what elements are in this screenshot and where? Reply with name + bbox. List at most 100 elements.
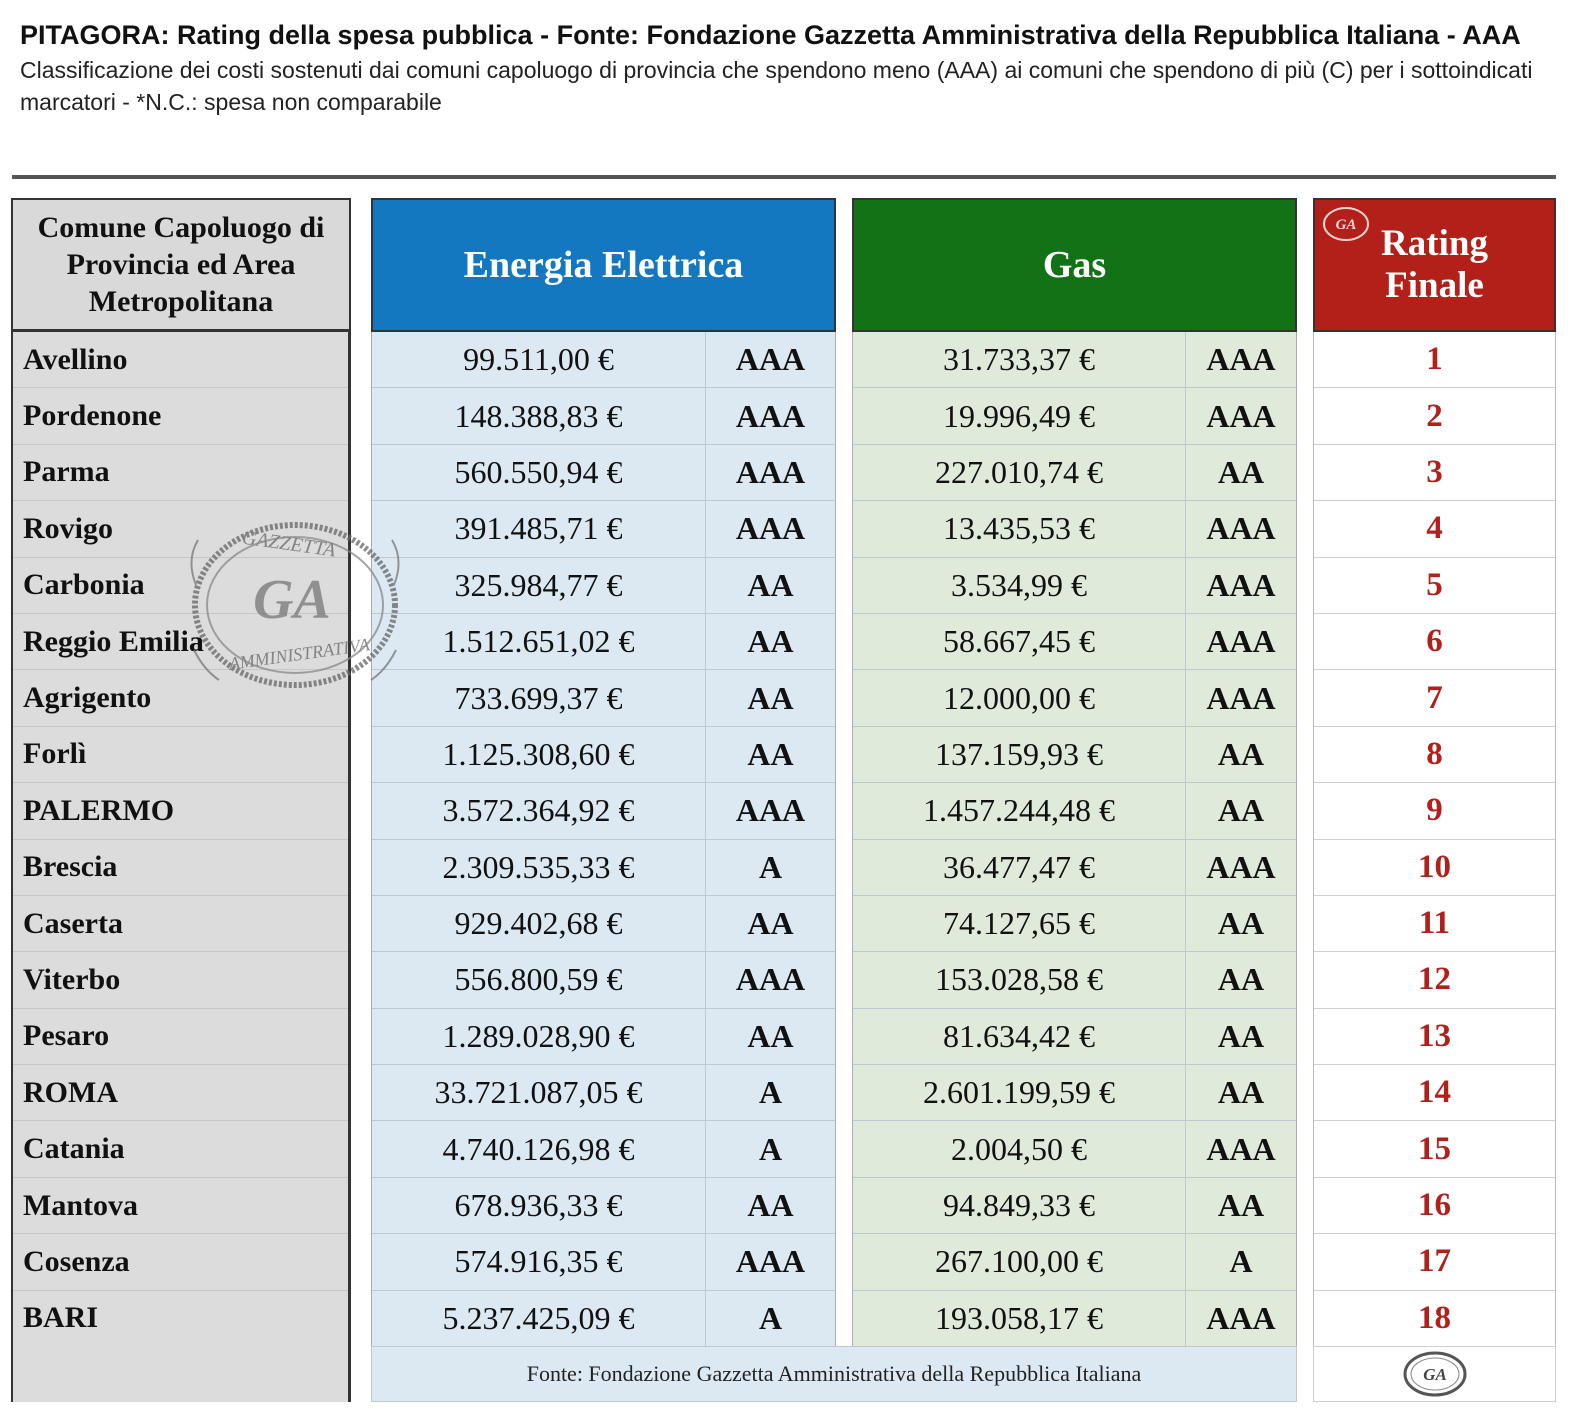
rating-column-body: 1 2 3 4 5 6 7 8 9 10 11 12 13 14 15 16 17 18	[1313, 332, 1556, 1348]
gas-amount-cell: 1.457.244,48 €	[853, 783, 1186, 839]
gas-amount-cell: 58.667,45 €	[853, 613, 1186, 670]
energia-row: 33.721.087,05 € A	[372, 1065, 835, 1122]
gas-amount-cell: 2.004,50 €	[853, 1121, 1186, 1177]
energia-amount-cell: 2.309.535,33 €	[372, 839, 706, 895]
gas-row: 58.667,45 € AAA	[853, 613, 1296, 671]
gas-rating-cell: AA	[1217, 961, 1265, 998]
gas-rating-cell: AAA	[1206, 510, 1276, 547]
gas-row: 12.000,00 € AAA	[853, 670, 1296, 727]
energia-rating-cell: A	[758, 1299, 783, 1336]
gas-row: 31.733,37 € AAA	[853, 332, 1296, 389]
gas-rating-cell: AAA	[1206, 566, 1276, 603]
energia-rating-cell: AA	[747, 623, 794, 660]
gas-amount-cell: 94.849,33 €	[853, 1177, 1186, 1234]
gas-row: 137.159,93 € AA	[853, 726, 1296, 784]
energia-rating-cell: AAA	[735, 792, 806, 829]
energia-row: 3.572.364,92 € AAA	[372, 783, 835, 840]
footer-logo-cell: GA	[1313, 1346, 1556, 1402]
energia-row: 2.309.535,33 € A	[372, 839, 835, 896]
gas-amount-cell: 31.733,37 €	[853, 332, 1186, 388]
gas-amount-cell: 81.634,42 €	[853, 1008, 1186, 1065]
energia-amount-cell: 99.511,00 €	[372, 332, 706, 388]
ga-seal-logo-icon: GA	[1403, 1351, 1466, 1397]
energia-rating-cell: AA	[747, 905, 794, 942]
energia-row: 1.289.028,90 € AA	[372, 1008, 835, 1066]
energia-column-header: Energia Elettrica	[371, 198, 836, 332]
gas-amount-cell: 74.127,65 €	[853, 895, 1186, 952]
gas-row: 3.534,99 € AAA	[853, 557, 1296, 614]
rank-cell: 2	[1314, 388, 1555, 445]
energia-amount-cell: 5.237.425,09 €	[372, 1290, 706, 1347]
energia-amount-cell: 3.572.364,92 €	[372, 783, 706, 839]
gas-rating-cell: AA	[1217, 453, 1265, 490]
gas-row: 193.058,17 € AAA	[853, 1290, 1296, 1348]
energia-column: Energia Elettrica 99.511,00 € AAA 148.388,…	[371, 198, 836, 1348]
gas-row: 227.010,74 € AA	[853, 444, 1296, 502]
gas-rating-cell: AA	[1217, 905, 1265, 942]
page-header: PITAGORA: Rating della spesa pubblica - …	[20, 16, 1560, 118]
gas-row: 13.435,53 € AAA	[853, 501, 1296, 558]
rank-cell: 10	[1314, 840, 1555, 896]
rank-cell: 8	[1314, 727, 1555, 784]
energia-row: 325.984,77 € AA	[372, 557, 835, 614]
comune-cell: Catania	[13, 1121, 348, 1178]
comune-column: Comune Capoluogo di Provincia ed Area Me…	[11, 198, 351, 1348]
energia-amount-cell: 556.800,59 €	[372, 952, 706, 1008]
comune-column-body: Avellino Pordenone Parma Rovigo Carbonia Regg…	[11, 332, 351, 1348]
energia-row: 99.511,00 € AAA	[372, 332, 835, 389]
energia-amount-cell: 148.388,83 €	[372, 388, 706, 444]
energia-amount-cell: 1.512.651,02 €	[372, 613, 706, 670]
energia-rating-cell: AAA	[735, 1243, 806, 1280]
page-subtitle: Classificazione dei costi sostenuti dai …	[20, 57, 1533, 115]
gas-rating-cell: AA	[1217, 735, 1265, 772]
gas-amount-cell: 3.534,99 €	[853, 557, 1186, 613]
comune-cell: Avellino	[13, 332, 348, 389]
rank-cell: 18	[1314, 1291, 1555, 1348]
comune-cell: Cosenza	[13, 1234, 348, 1291]
gas-rating-cell: AAA	[1206, 679, 1276, 716]
comune-cell: Pordenone	[13, 388, 348, 445]
rank-cell: 16	[1314, 1178, 1555, 1235]
gas-row: 19.996,49 € AAA	[853, 388, 1296, 445]
energia-rating-cell: AA	[747, 566, 794, 603]
ga-seal-icon: GA	[1323, 207, 1369, 241]
gas-column: Gas 31.733,37 € AAA 19.996,49 € AAA 227.010,…	[852, 198, 1297, 1348]
footer-source: Fonte: Fondazione Gazzetta Amministrativ…	[371, 1346, 1297, 1402]
energia-rating-cell: A	[758, 1074, 783, 1111]
rank-cell: 14	[1314, 1065, 1555, 1122]
svg-text:GA: GA	[1423, 1365, 1447, 1384]
energia-row: 1.125.308,60 € AA	[372, 726, 835, 784]
gas-column-body: 31.733,37 € AAA 19.996,49 € AAA 227.010,74 €…	[852, 332, 1297, 1348]
comune-cell: Caserta	[13, 896, 348, 953]
energia-row: 556.800,59 € AAA	[372, 952, 835, 1009]
energia-amount-cell: 391.485,71 €	[372, 501, 706, 557]
energia-rating-cell: AA	[747, 735, 794, 772]
energia-amount-cell: 325.984,77 €	[372, 557, 706, 613]
energia-amount-cell: 733.699,37 €	[372, 670, 706, 726]
energia-amount-cell: 678.936,33 €	[372, 1177, 706, 1234]
gas-rating-cell: AAA	[1206, 1130, 1276, 1167]
energia-rating-cell: AAA	[735, 397, 806, 434]
energia-rating-cell: AAA	[735, 341, 806, 378]
energia-row: 148.388,83 € AAA	[372, 388, 835, 445]
rank-cell: 15	[1314, 1121, 1555, 1178]
energia-rating-cell: A	[758, 848, 783, 885]
rank-cell: 3	[1314, 445, 1555, 502]
svg-text:GA: GA	[1336, 217, 1357, 233]
energia-row: 560.550,94 € AAA	[372, 444, 835, 502]
comune-cell: Agrigento	[13, 670, 348, 727]
gas-amount-cell: 267.100,00 €	[853, 1234, 1186, 1290]
gas-rating-cell: AAA	[1206, 848, 1276, 885]
comune-cell: Parma	[13, 445, 348, 502]
energia-amount-cell: 560.550,94 €	[372, 444, 706, 501]
energia-row: 391.485,71 € AAA	[372, 501, 835, 558]
gas-rating-cell: A	[1229, 1243, 1253, 1280]
energia-rating-cell: AA	[747, 1187, 794, 1224]
gas-rating-cell: AAA	[1206, 623, 1276, 660]
energia-rating-cell: AA	[747, 1017, 794, 1054]
comune-cell: Forlì	[13, 727, 348, 784]
gas-row: 2.004,50 € AAA	[853, 1121, 1296, 1178]
energia-row: 1.512.651,02 € AA	[372, 613, 835, 671]
energia-rating-cell: AAA	[735, 961, 806, 998]
rank-cell: 7	[1314, 670, 1555, 727]
